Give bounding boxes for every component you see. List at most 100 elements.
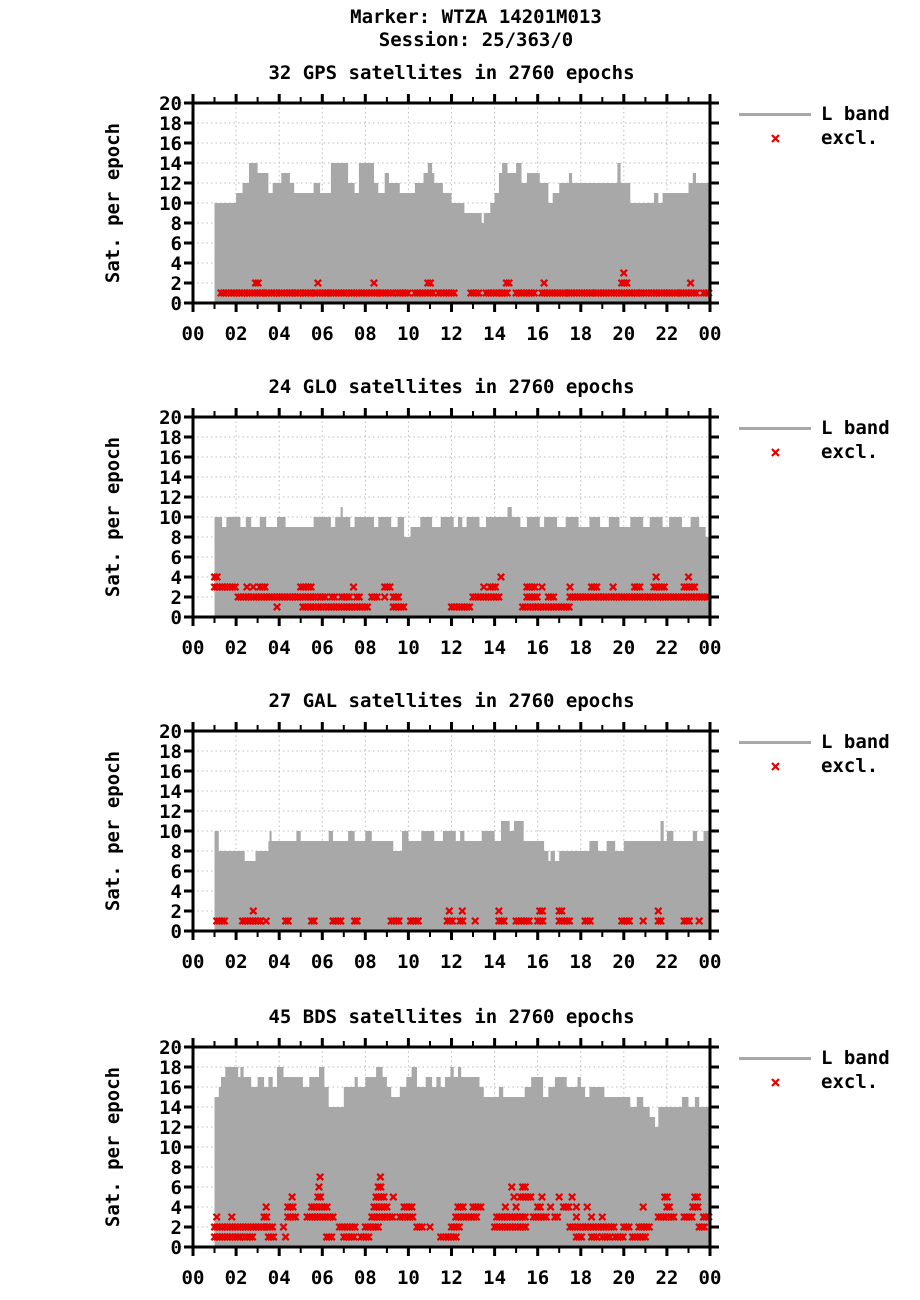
svg-text:04: 04 [268, 951, 291, 973]
legend-lband-label: L band [821, 731, 890, 753]
svg-text:6: 6 [171, 233, 182, 255]
svg-text:12: 12 [440, 637, 463, 659]
svg-text:16: 16 [159, 761, 182, 783]
svg-text:16: 16 [159, 1077, 182, 1099]
svg-text:8: 8 [171, 213, 182, 235]
svg-text:10: 10 [397, 1267, 420, 1289]
svg-text:4: 4 [171, 253, 182, 275]
session-line: Session: 25/363/0 [378, 29, 574, 51]
svg-text:22: 22 [655, 323, 678, 345]
marker-line: Marker: WTZA 14201M013 [350, 6, 602, 28]
svg-text:00: 00 [182, 323, 205, 345]
y-axis-label: Sat. per epoch [102, 436, 124, 598]
svg-text:18: 18 [569, 637, 592, 659]
svg-text:06: 06 [311, 323, 334, 345]
svg-text:10: 10 [159, 507, 182, 529]
svg-text:00: 00 [699, 951, 722, 973]
svg-text:14: 14 [483, 637, 506, 659]
excl-x-marker-icon [739, 1077, 811, 1088]
svg-text:10: 10 [397, 323, 420, 345]
legend-lband-label: L band [821, 1047, 890, 1069]
svg-text:22: 22 [655, 637, 678, 659]
svg-text:12: 12 [440, 1267, 463, 1289]
svg-text:4: 4 [171, 881, 182, 903]
chart-legend: L band excl. [739, 416, 919, 464]
svg-text:16: 16 [159, 447, 182, 469]
svg-text:14: 14 [483, 951, 506, 973]
svg-text:04: 04 [268, 1267, 291, 1289]
svg-text:0: 0 [171, 1237, 182, 1259]
excl-x-marker-icon [739, 761, 811, 772]
legend-row-excl: excl. [739, 1070, 919, 1094]
svg-text:02: 02 [225, 323, 248, 345]
svg-text:12: 12 [159, 801, 182, 823]
lband-line-icon [739, 740, 811, 744]
svg-text:20: 20 [159, 721, 182, 743]
svg-text:8: 8 [171, 1157, 182, 1179]
svg-text:10: 10 [159, 821, 182, 843]
svg-text:06: 06 [311, 951, 334, 973]
svg-text:14: 14 [159, 781, 182, 803]
gal-chart-title: 27 GAL satellites in 2760 epochs [268, 690, 635, 712]
svg-text:08: 08 [354, 1267, 377, 1289]
svg-text:2: 2 [171, 1217, 182, 1239]
svg-text:14: 14 [159, 153, 182, 175]
svg-text:6: 6 [171, 1177, 182, 1199]
svg-text:10: 10 [159, 1137, 182, 1159]
svg-text:18: 18 [159, 113, 182, 135]
legend-row-excl: excl. [739, 440, 919, 464]
legend-row-lband: L band [739, 102, 919, 126]
svg-text:04: 04 [268, 323, 291, 345]
gps-chart-section: 32 GPS satellites in 2760 epochs 0 2 4 6 8 10… [0, 60, 920, 374]
svg-text:8: 8 [171, 841, 182, 863]
svg-text:00: 00 [699, 637, 722, 659]
svg-text:14: 14 [483, 323, 506, 345]
legend-excl-label: excl. [821, 441, 879, 463]
svg-text:22: 22 [655, 951, 678, 973]
svg-text:18: 18 [159, 741, 182, 763]
svg-text:06: 06 [311, 1267, 334, 1289]
chart-legend: L band excl. [739, 102, 919, 150]
svg-text:06: 06 [311, 637, 334, 659]
svg-text:00: 00 [182, 637, 205, 659]
legend-lband-label: L band [821, 103, 890, 125]
lband-line-icon [739, 426, 811, 430]
svg-text:12: 12 [159, 173, 182, 195]
svg-text:18: 18 [569, 951, 592, 973]
svg-text:12: 12 [440, 951, 463, 973]
legend-excl-label: excl. [821, 1071, 879, 1093]
chart-legend: L band excl. [739, 1046, 919, 1094]
glo-chart-section: 24 GLO satellites in 2760 epochs 0 2 4 6 8 10… [0, 374, 920, 688]
svg-text:0: 0 [171, 607, 182, 629]
svg-text:6: 6 [171, 861, 182, 883]
excl-x-marker-icon [739, 133, 811, 144]
y-axis-label: Sat. per epoch [102, 122, 124, 284]
svg-text:10: 10 [397, 951, 420, 973]
svg-text:04: 04 [268, 637, 291, 659]
svg-text:00: 00 [699, 1267, 722, 1289]
legend-excl-label: excl. [821, 127, 879, 149]
lband-line-icon [739, 112, 811, 116]
svg-text:10: 10 [159, 193, 182, 215]
legend-row-lband: L band [739, 730, 919, 754]
excl-x-marker-icon [739, 447, 811, 458]
legend-row-lband: L band [739, 416, 919, 440]
svg-text:18: 18 [159, 427, 182, 449]
y-axis-label: Sat. per epoch [102, 750, 124, 912]
svg-text:00: 00 [699, 323, 722, 345]
svg-text:10: 10 [397, 637, 420, 659]
gps-chart-title: 32 GPS satellites in 2760 epochs [268, 62, 635, 84]
svg-text:16: 16 [526, 1267, 549, 1289]
bds-chart-title: 45 BDS satellites in 2760 epochs [268, 1006, 635, 1028]
bds-chart-section: 45 BDS satellites in 2760 epochs 0 2 4 6 8 10… [0, 1004, 920, 1300]
svg-text:2: 2 [171, 273, 182, 295]
svg-text:2: 2 [171, 587, 182, 609]
legend-row-excl: excl. [739, 754, 919, 778]
chart-legend: L band excl. [739, 730, 919, 778]
svg-text:18: 18 [569, 323, 592, 345]
legend-lband-label: L band [821, 417, 890, 439]
